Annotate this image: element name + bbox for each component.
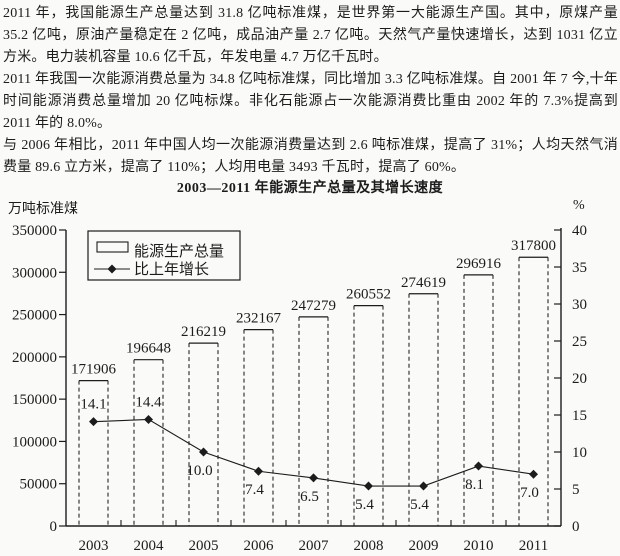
right-tick-label: 30 (572, 297, 587, 313)
growth-marker-2003 (89, 417, 98, 427)
legend-label-production: 能源生产总量 (134, 243, 224, 260)
bar-2004 (134, 360, 163, 526)
intro-text: 2011 年，我国能源生产总量达到 31.8 亿吨标准煤，是世界第一大能源生产国… (0, 0, 620, 179)
right-tick-label: 10 (572, 445, 587, 461)
legend-bar-swatch (96, 241, 129, 253)
growth-marker-2006 (254, 466, 263, 476)
year-label-2006: 2006 (244, 538, 275, 554)
right-axis-unit-label: % (573, 198, 585, 213)
left-axis-unit-label: 万吨标准煤 (8, 202, 78, 217)
left-tick-label: 350000 (12, 223, 57, 239)
bar-label-2005: 216219 (181, 324, 226, 340)
bar-label-2007: 247279 (291, 298, 336, 314)
growth-marker-2009 (419, 481, 428, 491)
growth-label-2006: 7.4 (245, 482, 264, 498)
left-tick-label: 200000 (12, 350, 57, 366)
bar-2008 (354, 306, 383, 526)
year-label-2003: 2003 (79, 538, 109, 554)
left-tick-label: 300000 (12, 265, 57, 281)
legend-diamond-icon (107, 264, 117, 274)
left-tick-label: 150000 (12, 392, 57, 408)
growth-label-2009: 5.4 (410, 497, 429, 513)
growth-label-2007: 6.5 (300, 489, 319, 505)
year-label-2007: 2007 (299, 538, 330, 554)
right-tick-label: 5 (572, 482, 580, 498)
growth-marker-2011 (529, 469, 538, 479)
year-label-2005: 2005 (189, 538, 219, 554)
paragraph-1: 2011 年，我国能源生产总量达到 31.8 亿吨标准煤，是世界第一大能源生产国… (3, 6, 618, 65)
bar-label-2010: 296916 (456, 256, 502, 272)
left-tick-label: 100000 (12, 434, 57, 450)
right-tick-label: 40 (572, 223, 587, 239)
growth-marker-2010 (474, 461, 483, 471)
legend-label-growth: 比上年增长 (134, 261, 209, 278)
growth-marker-2005 (199, 447, 208, 457)
growth-marker-2008 (364, 481, 373, 491)
energy-chart: 万吨标准煤 % 0 50000 100000 150000 200000 250000 30… (0, 198, 620, 556)
growth-marker-2004 (144, 414, 153, 424)
left-tick-label: 250000 (12, 308, 57, 324)
paragraph-2: 2011 年我国一次能源消费总量为 34.8 亿吨标准煤，同比增加 3.3 亿吨… (3, 72, 618, 131)
left-tick-label: 0 (50, 519, 58, 535)
bar-label-2003: 171906 (71, 362, 117, 378)
bar-label-2011: 317800 (511, 238, 556, 254)
bar-label-2004: 196648 (126, 341, 171, 357)
year-label-2009: 2009 (409, 538, 439, 554)
right-tick-label: 20 (572, 371, 587, 387)
growth-marker-2007 (309, 473, 318, 483)
right-tick-label: 15 (572, 408, 587, 424)
year-label-2008: 2008 (354, 538, 384, 554)
year-label-2004: 2004 (134, 538, 165, 554)
right-tick-label: 25 (572, 334, 587, 350)
growth-label-2003: 14.1 (80, 397, 106, 413)
right-tick-label: 35 (572, 260, 587, 276)
left-tick-label: 50000 (20, 477, 58, 493)
bar-label-2006: 232167 (236, 311, 282, 327)
right-tick-label: 0 (572, 519, 580, 535)
year-label-2011: 2011 (519, 538, 548, 554)
year-label-2010: 2010 (464, 538, 494, 554)
legend-box (87, 230, 241, 281)
growth-label-2005: 10.0 (186, 463, 212, 479)
chart-title: 2003—2011 年能源生产总量及其增长速度 (176, 181, 444, 196)
bar-2005 (189, 343, 218, 526)
energy-chart-svg: 0 50000 100000 150000 200000 250000 300000 3500… (12, 223, 587, 554)
growth-label-2004: 14.4 (135, 394, 162, 410)
bar-label-2008: 260552 (346, 287, 391, 303)
paragraph-3: 与 2006 年相比，2011 年中国人均一次能源消费量达到 2.6 吨标准煤，… (3, 138, 618, 175)
bar-2009 (409, 294, 438, 526)
growth-label-2010: 8.1 (465, 477, 484, 493)
growth-label-2011: 7.0 (520, 485, 539, 501)
bar-label-2009: 274619 (401, 275, 446, 291)
growth-label-2008: 5.4 (355, 497, 374, 513)
